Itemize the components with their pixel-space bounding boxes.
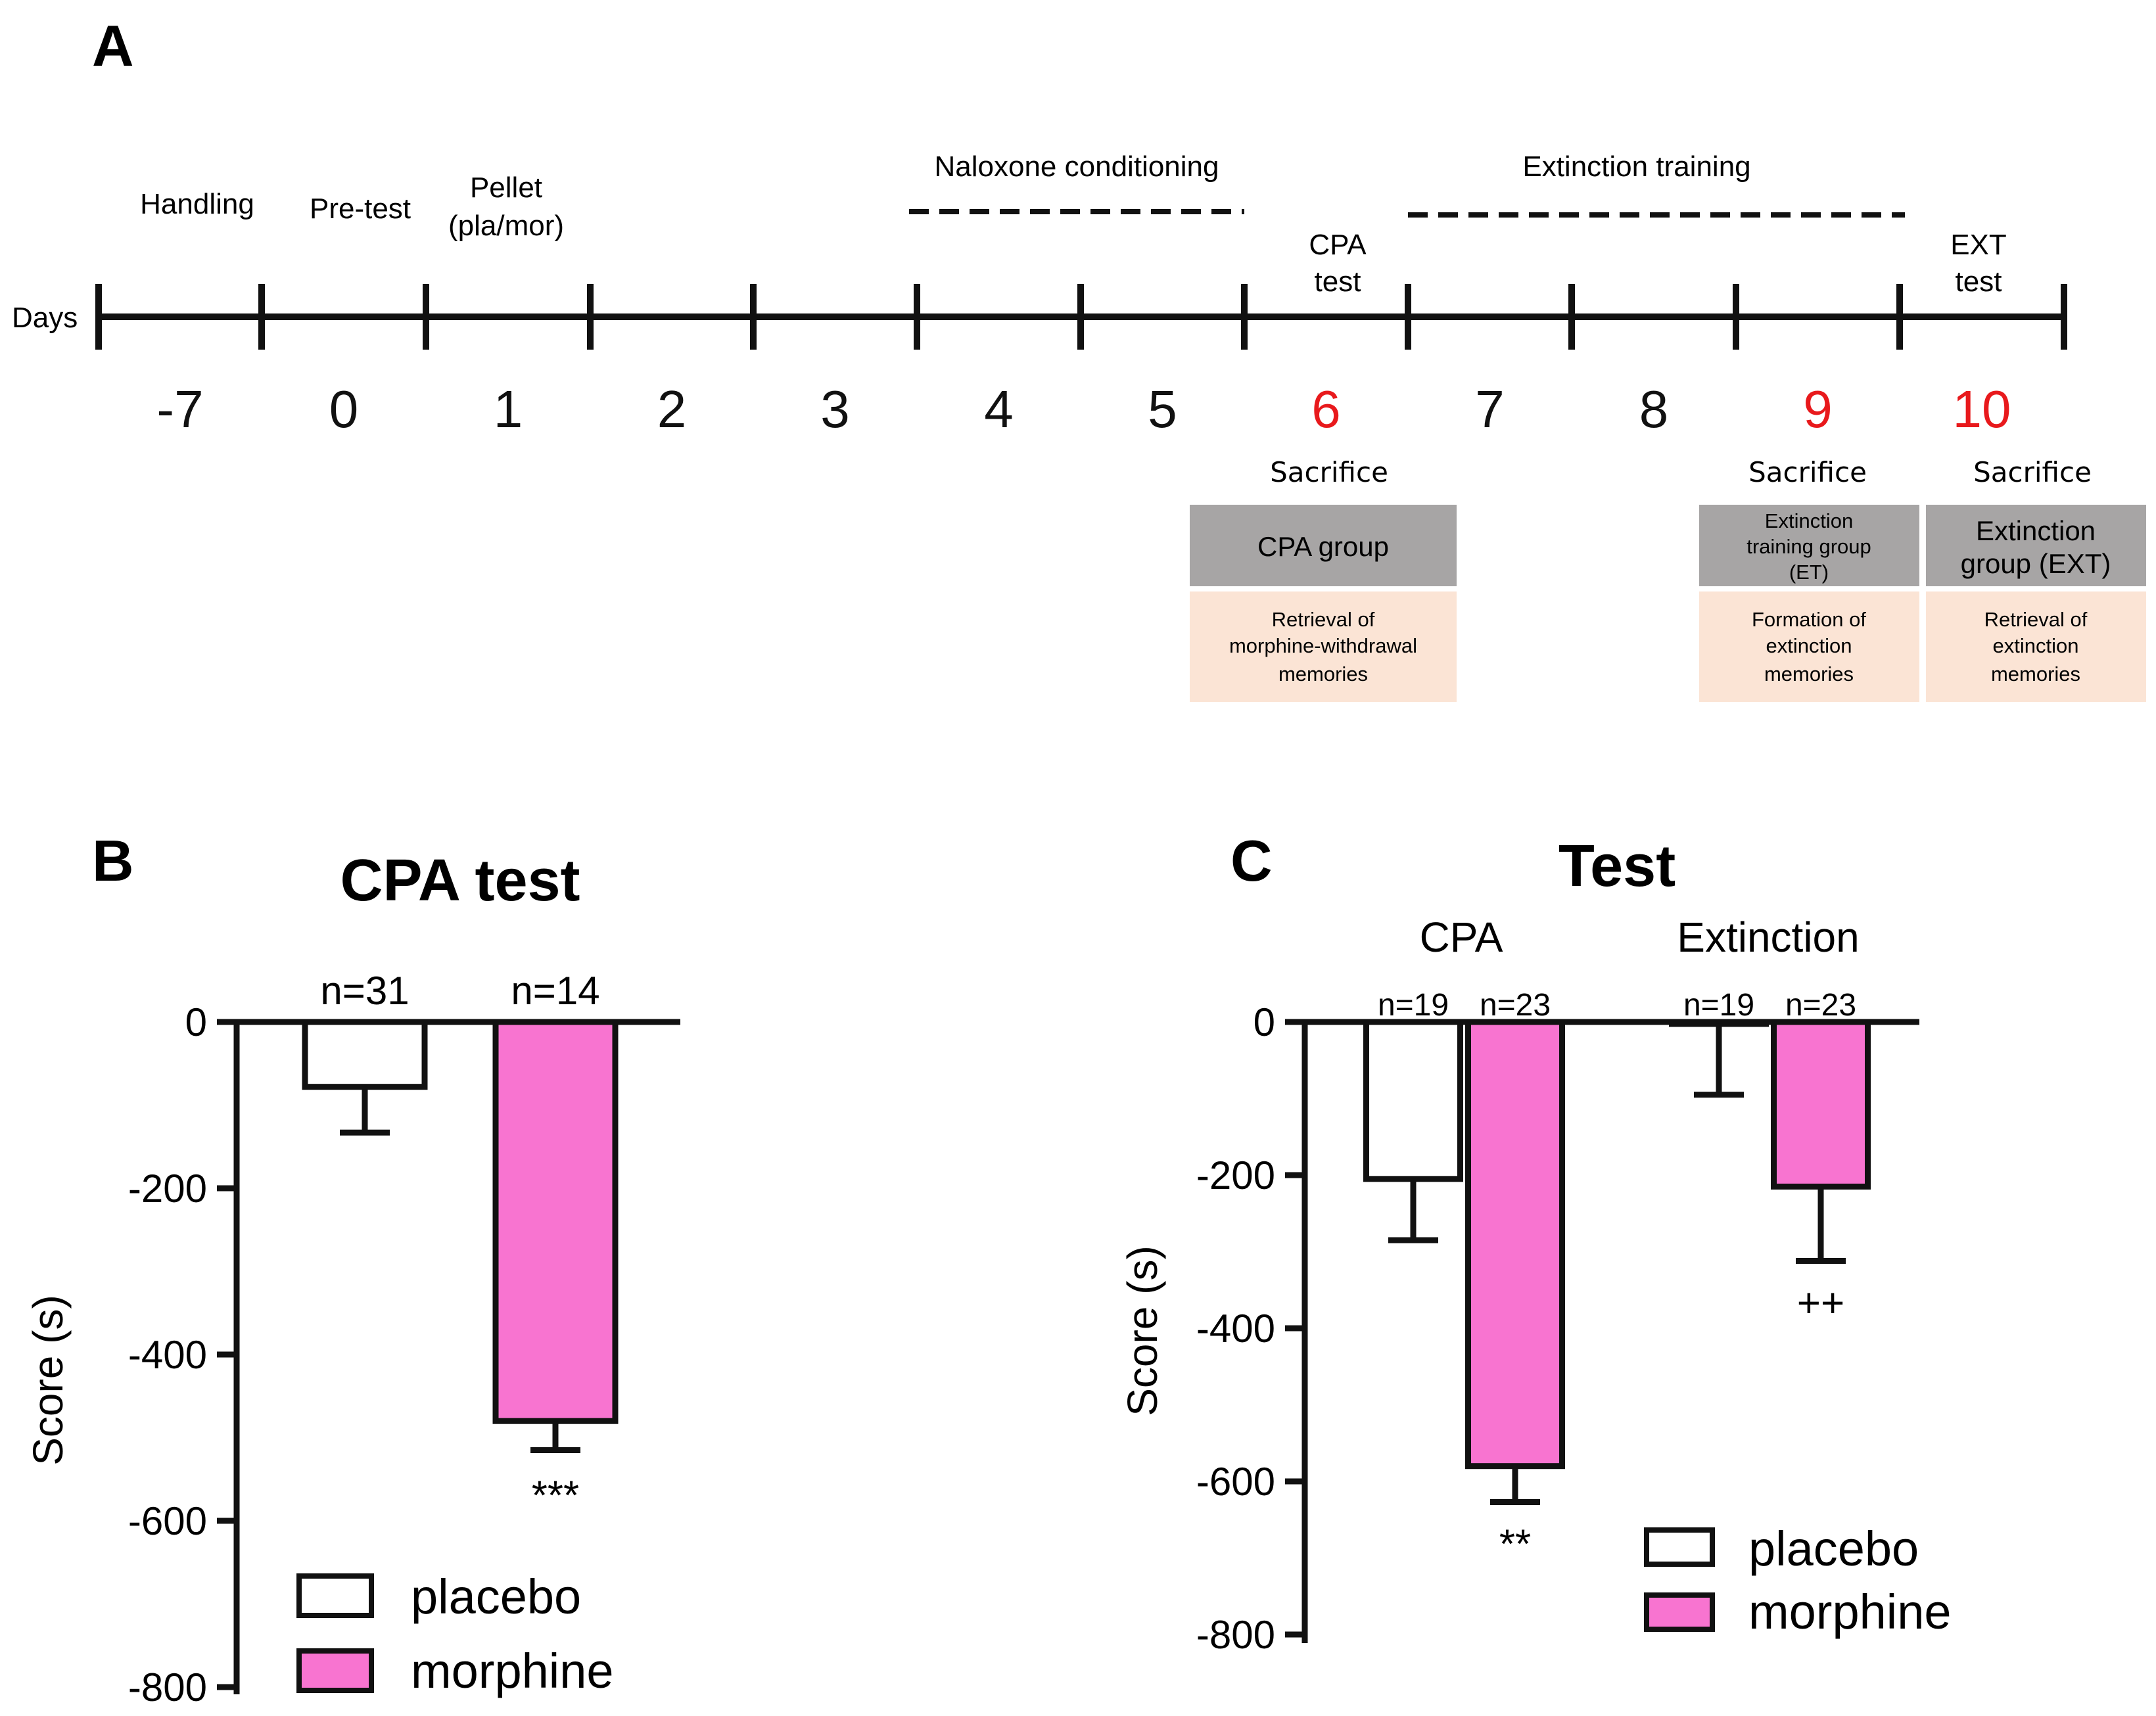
panel-a: A Handling Pre-test Pellet (pla/mor) Nal…: [12, 13, 2146, 702]
legend-c-placebo-swatch: [1644, 1527, 1715, 1567]
sacrifice-label-day9: Sacrifice: [1748, 456, 1867, 488]
phase-ext-test-line1: EXT: [1950, 229, 2007, 261]
chart-b-y-tick-label: -200: [128, 1167, 207, 1211]
et-group-desc-line3: memories: [1764, 662, 1854, 685]
sacrifice-label-day6: Sacrifice: [1270, 456, 1388, 488]
timeline-day-label: 3: [820, 380, 850, 438]
chart-b-y-tick-label: -800: [128, 1665, 207, 1709]
ext-group-name-line1: Extinction: [1976, 515, 2096, 546]
cpa-group-box: [1190, 505, 1457, 586]
chart-c-y-tick-label: -400: [1196, 1307, 1275, 1351]
chart-c-y-tick-label: -800: [1196, 1613, 1275, 1657]
chart-c-placebo-bar: [1363, 1019, 1463, 1182]
ext-group-desc-line3: memories: [1991, 662, 2080, 685]
timeline-ticks: [95, 284, 2067, 350]
legend-b-placebo-swatch: [296, 1573, 374, 1618]
cpa-group-desc-line3: memories: [1278, 662, 1368, 685]
chart-c-y-tick-label: -200: [1196, 1153, 1275, 1197]
timeline-day-labels: -7 0 1 2 3 4 5 6 7 8 9 10: [156, 380, 2011, 438]
legend-b-morphine-label: morphine: [411, 1644, 614, 1698]
legend-c-placebo-label: placebo: [1748, 1521, 1919, 1576]
chart-b-y-tick-label: -600: [128, 1499, 207, 1543]
timeline-day-label: 7: [1475, 380, 1505, 438]
et-group-name-line2: training group: [1746, 535, 1871, 558]
chart-b-title: CPA test: [340, 848, 580, 914]
timeline-day-label: -7: [156, 380, 203, 438]
ext-group-box: [1926, 505, 2146, 586]
chart-c-n-label: n=19: [1683, 988, 1754, 1023]
et-group-name-line3: (ET): [1789, 561, 1829, 584]
timeline-day-label: 0: [329, 380, 359, 438]
ext-group-desc-box: [1926, 591, 2146, 702]
phase-handling: Handling: [140, 188, 254, 220]
chart-b-significance: ***: [532, 1473, 579, 1518]
chart-c-n-label: n=23: [1480, 988, 1551, 1023]
legend-c-morphine-label: morphine: [1748, 1585, 1952, 1639]
chart-c-y-tick-label: -600: [1196, 1460, 1275, 1504]
chart-c-y-tick-label: 0: [1254, 1000, 1275, 1044]
panel-c: C Test CPA Extinction Score (s) 0 -200 -40…: [1119, 828, 1952, 1657]
timeline-day-label: 8: [1639, 380, 1669, 438]
phase-naloxone: Naloxone conditioning: [935, 151, 1219, 183]
sacrifice-label-day10: Sacrifice: [1973, 456, 2092, 488]
chart-c-n-label: n=23: [1785, 988, 1856, 1023]
cpa-group-desc-line2: morphine-withdrawal: [1229, 634, 1417, 657]
timeline-day-label: 4: [984, 380, 1014, 438]
chart-b-n-label: n=31: [320, 969, 409, 1013]
chart-b-bars: n=31 n=14 ***: [302, 969, 619, 1518]
timeline-day-label: 10: [1953, 380, 2011, 438]
chart-c-group-cpa: CPA: [1420, 914, 1503, 961]
cpa-group-name: CPA group: [1257, 531, 1389, 562]
phase-pretest: Pre-test: [310, 193, 411, 225]
timeline-day-label: 6: [1311, 380, 1341, 438]
chart-b-placebo-bar: [302, 1019, 428, 1090]
phase-cpa-test-line2: test: [1315, 266, 1361, 298]
et-group-desc-line1: Formation of: [1752, 608, 1866, 631]
et-group-desc-line2: extinction: [1766, 634, 1852, 657]
timeline-day-label: 9: [1803, 380, 1833, 438]
ext-group-name-line2: group (EXT): [1961, 548, 2111, 579]
phase-pellet-line1: Pellet: [470, 172, 542, 204]
chart-c-morphine-bar: [1465, 1019, 1565, 1470]
phase-pellet-line2: (pla/mor): [448, 210, 564, 242]
chart-b-morphine-bar: [492, 1019, 619, 1424]
chart-b-y-ticks: 0 -200 -400 -600 -800: [128, 1000, 237, 1709]
chart-b-ylabel: Score (s): [24, 1295, 72, 1466]
panel-b: B CPA test Score (s) 0 -200 -400 -600 -800 n…: [24, 828, 680, 1709]
panel-c-label: C: [1230, 828, 1273, 893]
timeline-day-label: 5: [1148, 380, 1177, 438]
chart-c-bars: n=19 n=19 n=23 ** n=23 ++: [1363, 988, 1871, 1567]
chart-b-n-label: n=14: [511, 969, 599, 1013]
cpa-group-desc-line1: Retrieval of: [1272, 608, 1375, 631]
timeline-day-label: 1: [494, 380, 523, 438]
panel-a-label: A: [92, 13, 134, 78]
chart-c-significance: **: [1499, 1521, 1531, 1567]
et-group-name-line1: Extinction: [1765, 509, 1853, 532]
phase-extinction-training: Extinction training: [1522, 151, 1750, 183]
chart-c-significance: ++: [1797, 1280, 1844, 1326]
legend-b-morphine-swatch: [296, 1648, 374, 1693]
chart-b-y-tick-label: 0: [185, 1000, 207, 1044]
et-group-box: [1699, 505, 1919, 586]
cpa-group-desc-box: [1190, 591, 1457, 702]
phase-cpa-test-line1: CPA: [1309, 229, 1367, 261]
legend-b-placebo-label: placebo: [411, 1569, 581, 1624]
chart-c-n-label: n=19: [1378, 988, 1449, 1023]
chart-c-y-ticks: 0 -200 -400 -600 -800: [1196, 1000, 1305, 1657]
chart-c-group-extinction: Extinction: [1677, 914, 1859, 961]
days-axis-label: Days: [12, 302, 78, 334]
ext-group-desc-line1: Retrieval of: [1984, 608, 2088, 631]
chart-c-morphine-bar: [1771, 1019, 1871, 1190]
et-group-desc-box: [1699, 591, 1919, 702]
chart-b-y-tick-label: -400: [128, 1333, 207, 1377]
phase-ext-test-line2: test: [1956, 266, 2002, 298]
legend-c-morphine-swatch: [1644, 1592, 1715, 1632]
ext-group-desc-line2: extinction: [1993, 634, 2079, 657]
panel-b-label: B: [92, 828, 134, 893]
chart-c-ylabel: Score (s): [1119, 1245, 1166, 1416]
timeline-day-label: 2: [657, 380, 687, 438]
chart-c-title: Test: [1558, 833, 1676, 899]
